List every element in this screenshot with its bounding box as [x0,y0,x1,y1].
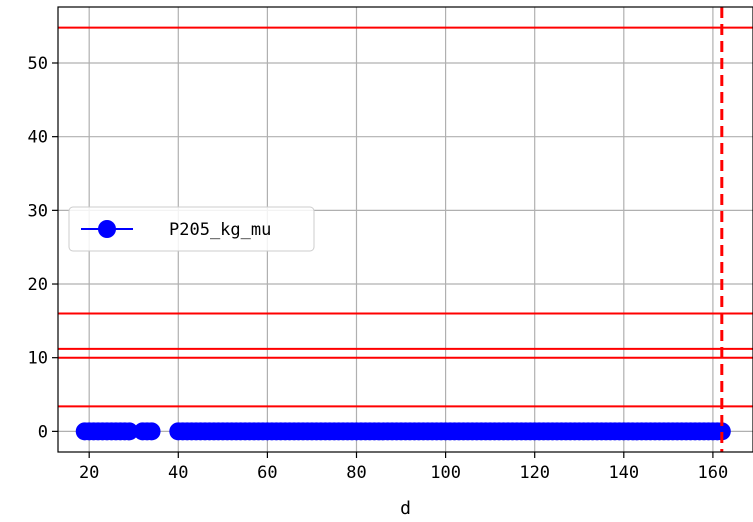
x-tick-label: 80 [346,463,366,483]
data-point [142,422,161,441]
x-tick-label: 120 [519,463,550,483]
y-tick-label: 0 [38,422,48,442]
y-tick-label: 10 [28,349,48,369]
y-tick-label: 30 [28,201,48,221]
series [75,422,731,441]
data-point [120,422,139,441]
y-tick-label: 50 [28,54,48,74]
plot-frame [57,6,753,453]
legend-marker-swatch [98,220,116,238]
legend-box [68,206,315,252]
legend: P205_kg_mu [68,206,315,252]
series-segment [133,422,161,441]
x-axis-ticks: 20 40 60 80 100 120 140 160 [79,452,728,483]
x-tick-label: 60 [257,463,277,483]
y-tick-label: 40 [28,128,48,148]
y-axis-ticks: 0 10 20 30 40 50 [28,54,58,442]
legend-label: P205_kg_mu [169,220,271,240]
y-tick-label: 20 [28,275,48,295]
x-tick-label: 140 [608,463,639,483]
data-point [712,422,731,441]
x-tick-label: 100 [430,463,461,483]
x-tick-label: 20 [79,463,99,483]
x-axis-label: d [400,498,411,519]
series-segment [75,422,139,441]
x-tick-label: 160 [698,463,729,483]
x-tick-label: 40 [168,463,188,483]
horizontal-reference-lines [58,26,753,408]
series-segment [169,422,731,441]
